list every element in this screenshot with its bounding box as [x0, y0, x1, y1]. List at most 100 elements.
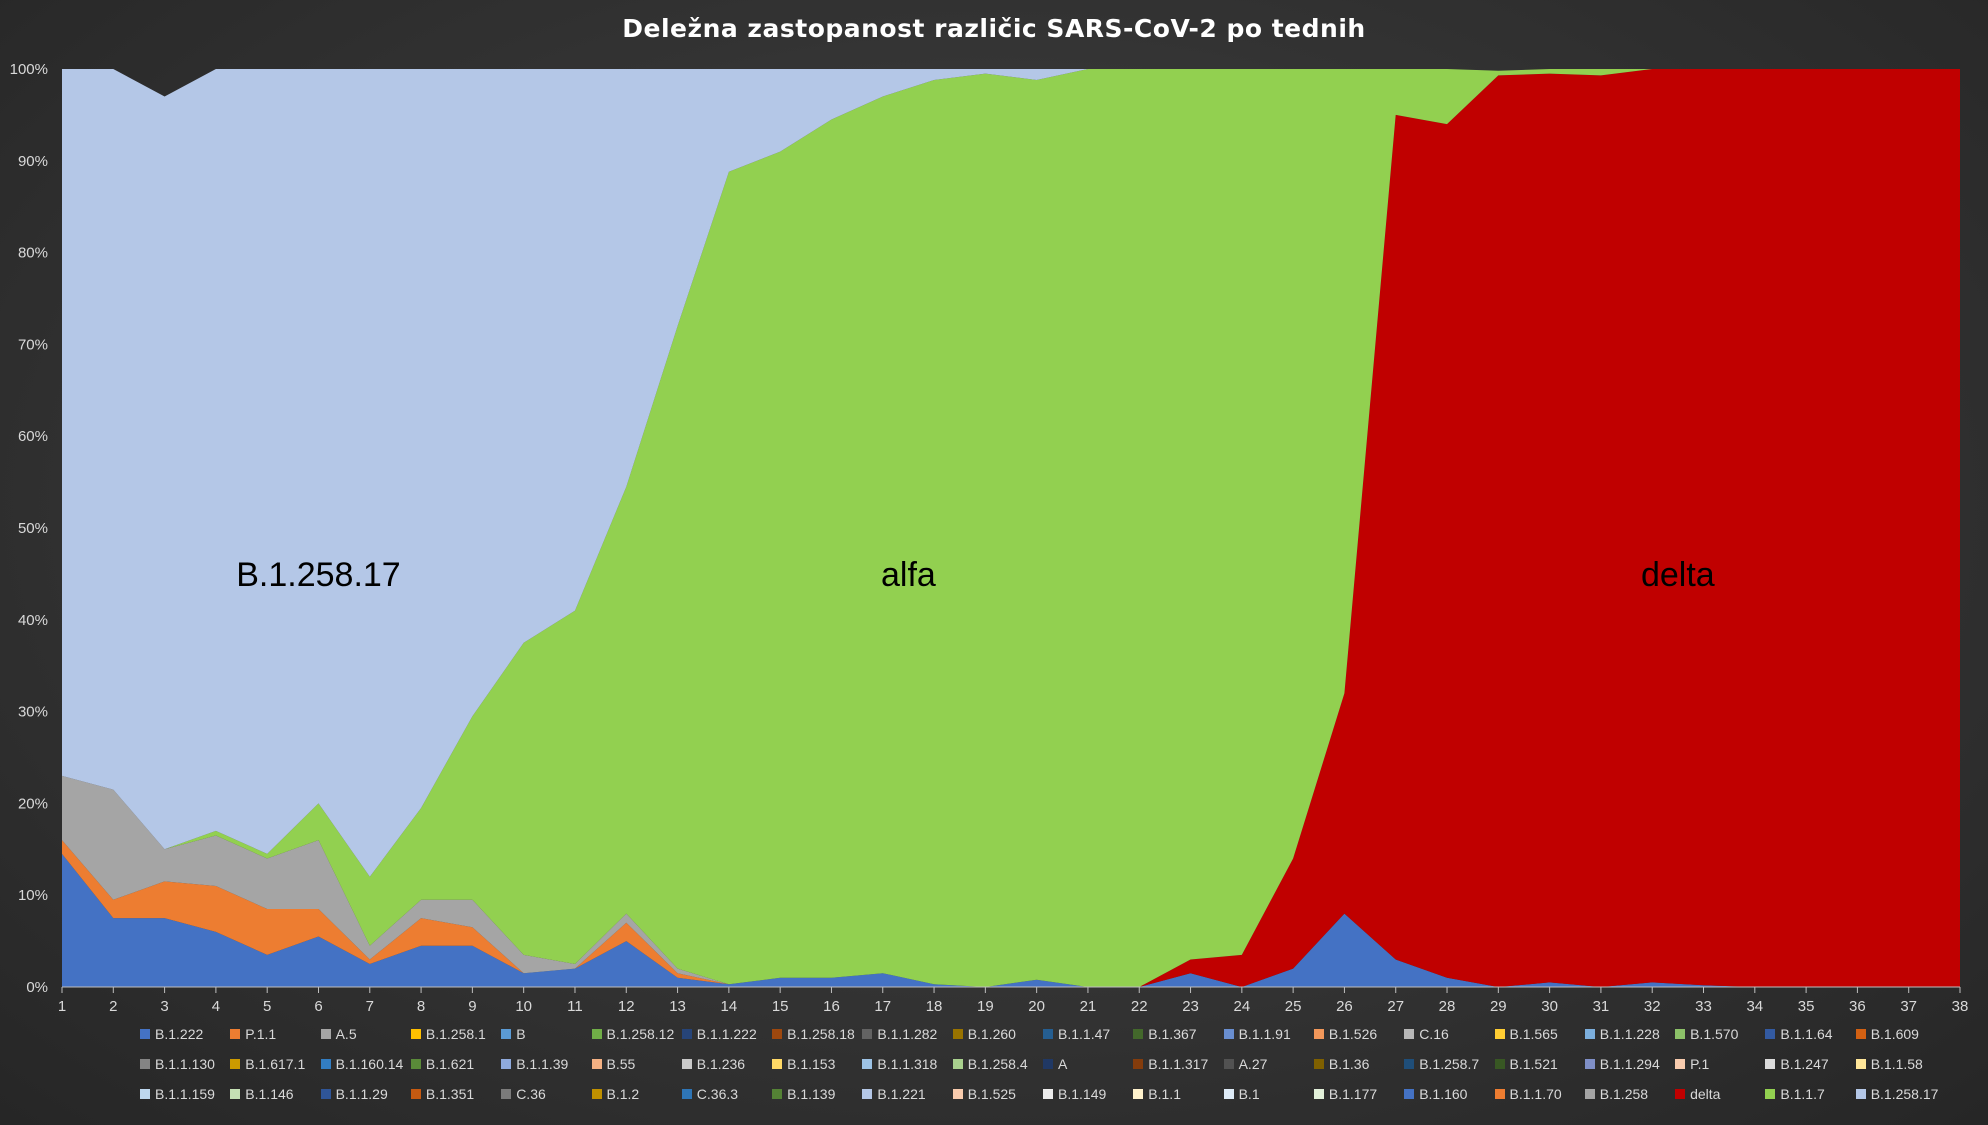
y-tick-label: 50% — [18, 520, 48, 537]
legend-item[interactable]: B.1.1.282 — [862, 1026, 937, 1042]
legend-item[interactable]: B.1.258 — [1584, 1086, 1648, 1102]
legend-item[interactable]: B.1.351 — [410, 1086, 474, 1102]
legend-label: B.1.160.14 — [335, 1056, 404, 1072]
legend-label: B.1.1.317 — [1148, 1056, 1209, 1072]
legend-item[interactable]: B.1.1.317 — [1133, 1056, 1208, 1072]
legend-item[interactable]: B.1.1.64 — [1765, 1026, 1833, 1042]
x-tick-label: 29 — [1490, 998, 1507, 1015]
legend-item[interactable]: delta — [1675, 1086, 1720, 1102]
legend-item[interactable]: B.1.1.294 — [1584, 1056, 1660, 1072]
legend-item[interactable]: B.1.1.7 — [1765, 1086, 1825, 1102]
legend-item[interactable]: B.1 — [1223, 1086, 1260, 1102]
legend-item[interactable]: B.1.177 — [1313, 1086, 1377, 1102]
legend-label: B.1.36 — [1328, 1056, 1370, 1072]
legend-swatch — [1223, 1059, 1234, 1069]
legend-item[interactable]: A.27 — [1223, 1056, 1267, 1072]
legend-item[interactable]: B.55 — [591, 1056, 635, 1072]
legend-item[interactable]: B.1.258.18 — [772, 1026, 855, 1042]
legend-item[interactable]: B.1.222 — [140, 1026, 203, 1042]
legend-label: B.1.526 — [1328, 1026, 1378, 1042]
legend-swatch — [1855, 1059, 1866, 1069]
x-tick-label: 12 — [618, 998, 635, 1015]
chart-title: Deležna zastopanost različic SARS-CoV-2 … — [622, 14, 1366, 43]
legend-item[interactable]: B.1.260 — [952, 1026, 1016, 1042]
legend-item[interactable]: C.36.3 — [681, 1086, 738, 1102]
legend-swatch — [1404, 1059, 1415, 1069]
legend-item[interactable]: B.1.258.12 — [591, 1026, 674, 1042]
legend-row: B.1.1.159 B.1.146 B.1.1.29 B.1.351 C.36 B.1.2… — [0, 1086, 1988, 1108]
legend-item[interactable]: B.1.221 — [862, 1086, 926, 1102]
legend-item[interactable]: B.1.609 — [1855, 1026, 1919, 1042]
legend-swatch — [772, 1059, 783, 1069]
legend-item[interactable]: B.1.521 — [1494, 1056, 1558, 1072]
legend-label: A.5 — [335, 1026, 357, 1042]
legend-item[interactable]: B.1.258.4 — [952, 1056, 1028, 1072]
y-tick-label: 30% — [18, 704, 48, 721]
legend-item[interactable]: B.1.146 — [230, 1086, 294, 1102]
legend-item[interactable]: B.1.617.1 — [230, 1056, 305, 1072]
legend-label: B.1 — [1238, 1086, 1260, 1102]
legend-item[interactable]: A.5 — [320, 1026, 357, 1042]
legend-item[interactable]: B.1.258.1 — [410, 1026, 486, 1042]
legend-item[interactable]: B.1.1.39 — [501, 1056, 568, 1072]
legend-item[interactable]: B.1.570 — [1675, 1026, 1738, 1042]
legend-label: B.1.149 — [1058, 1086, 1107, 1102]
legend-item[interactable]: B.1.247 — [1765, 1056, 1829, 1072]
legend-label: B.1.260 — [967, 1026, 1016, 1042]
legend-item[interactable]: B.1.1.29 — [320, 1086, 388, 1102]
legend-item[interactable]: B.1.526 — [1313, 1026, 1378, 1042]
legend-item[interactable]: B.1.565 — [1494, 1026, 1558, 1042]
legend-item[interactable]: B.1.236 — [681, 1056, 745, 1072]
x-tick-label: 37 — [1900, 998, 1917, 1015]
legend-item[interactable]: B.1.258.17 — [1855, 1086, 1938, 1102]
legend-item[interactable]: B.1.1.228 — [1584, 1026, 1660, 1042]
legend-item[interactable]: B.1.153 — [772, 1056, 835, 1072]
legend-item[interactable]: B.1.1.159 — [140, 1086, 215, 1102]
legend-item[interactable]: B.1.160 — [1404, 1086, 1467, 1102]
x-tick-label: 7 — [366, 998, 374, 1015]
legend-item[interactable]: B.1.1.70 — [1494, 1086, 1562, 1102]
legend-swatch — [1675, 1029, 1686, 1039]
legend-item[interactable]: B — [501, 1026, 526, 1042]
legend-item[interactable]: B.1.1 — [1133, 1086, 1181, 1102]
legend-label: B.1.1.47 — [1058, 1026, 1111, 1042]
legend-item[interactable]: P.1 — [1675, 1056, 1709, 1072]
legend-item[interactable]: B.1.1.91 — [1223, 1026, 1291, 1042]
x-tick-label: 11 — [567, 998, 583, 1015]
legend-item[interactable]: B.1.2 — [591, 1086, 639, 1102]
legend-item[interactable]: B.1.36 — [1313, 1056, 1370, 1072]
y-tick-label: 10% — [18, 887, 48, 904]
legend-item[interactable]: A — [1043, 1056, 1067, 1072]
area-layers — [62, 69, 1960, 987]
legend-item[interactable]: B.1.525 — [952, 1086, 1016, 1102]
legend-item[interactable]: C.16 — [1404, 1026, 1449, 1042]
legend-item[interactable]: B.1.160.14 — [320, 1056, 404, 1072]
legend-swatch — [681, 1059, 692, 1069]
legend-item[interactable]: B.1.149 — [1043, 1086, 1106, 1102]
legend-item[interactable]: B.1.1.130 — [140, 1056, 215, 1072]
y-tick-label: 0% — [26, 979, 48, 996]
legend-item[interactable]: B.1.1.58 — [1855, 1056, 1923, 1072]
legend-item[interactable]: B.1.258.7 — [1404, 1056, 1479, 1072]
legend-swatch — [952, 1059, 963, 1069]
legend-label: P.1.1 — [245, 1026, 277, 1042]
legend-item[interactable]: B.1.621 — [410, 1056, 474, 1072]
legend-label: B.1.222 — [155, 1026, 204, 1042]
legend-item[interactable]: B.1.139 — [772, 1086, 835, 1102]
x-tick-label: 24 — [1233, 998, 1250, 1015]
x-tick-label: 6 — [314, 998, 322, 1015]
legend-item[interactable]: C.36 — [501, 1086, 546, 1102]
area-series-0 — [62, 853, 1960, 987]
x-tick-label: 9 — [468, 998, 476, 1015]
legend-item[interactable]: B.1.367 — [1133, 1026, 1197, 1042]
legend-item[interactable]: B.1.1.47 — [1043, 1026, 1110, 1042]
legend-label: B.1.1.58 — [1870, 1056, 1923, 1072]
legend-swatch — [952, 1089, 963, 1099]
legend-item[interactable]: B.1.1.318 — [862, 1056, 937, 1072]
x-tick-label: 1 — [58, 998, 66, 1015]
legend-label: B.1.258.18 — [787, 1026, 855, 1042]
legend-row: B.1.222 P.1.1 A.5 B.1.258.1 B B.1.258.12 B.1.1… — [0, 1026, 1988, 1048]
legend-item[interactable]: B.1.1.222 — [681, 1026, 757, 1042]
legend-item[interactable]: P.1.1 — [230, 1026, 276, 1042]
legend-swatch — [1043, 1029, 1053, 1039]
